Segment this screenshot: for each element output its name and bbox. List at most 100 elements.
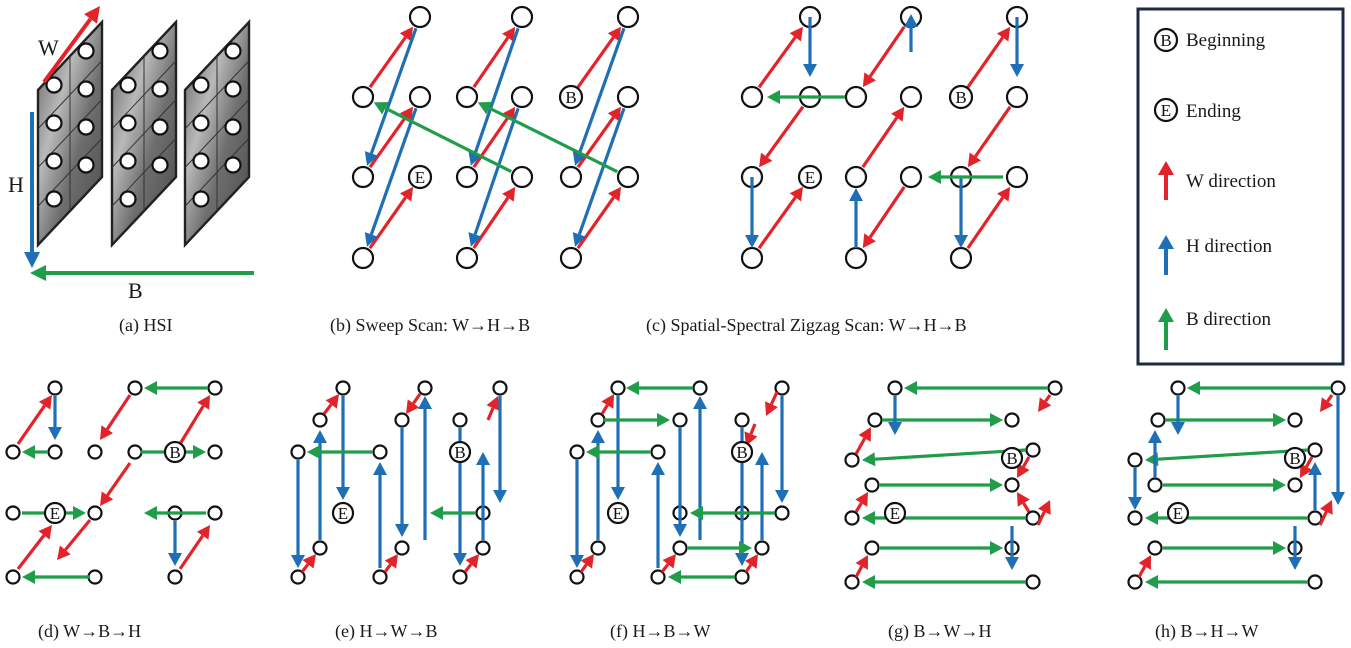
panel-e-node — [394, 540, 410, 556]
h-b-6 — [1163, 541, 1286, 555]
g-w-3 — [854, 427, 871, 455]
d-w-6-shaft — [178, 534, 204, 570]
hsi-pixel — [119, 76, 137, 94]
sweep-w-arrow-head — [607, 186, 622, 202]
f-h-6-head — [693, 396, 707, 409]
e-h-9 — [493, 396, 507, 503]
sweep-h-arrow-head — [468, 232, 482, 247]
panel-h-b-h-w: BE — [1127, 380, 1346, 590]
panel-e-node — [417, 380, 433, 396]
panel-d-begin-marker — [163, 440, 187, 464]
g-w-5-head — [1017, 463, 1030, 478]
panel-g-node — [864, 540, 880, 556]
panel-d-node — [87, 569, 103, 585]
zigzag-w-arrow — [862, 25, 906, 88]
panel-d-end-marker — [43, 501, 67, 525]
sweep-node — [559, 165, 583, 189]
w-axis-arrow — [42, 6, 100, 84]
f-b-6 — [668, 570, 735, 584]
legend-w-direction: W direction — [1186, 171, 1276, 192]
panel-f-node — [692, 380, 708, 396]
h-b-1-head — [1187, 381, 1200, 395]
zigzag-w-arrow-shaft — [757, 36, 797, 89]
panel-g-node — [844, 510, 860, 526]
hsi-pixel — [151, 42, 169, 60]
f-w-4-head — [744, 554, 758, 569]
e-b-2-head — [430, 506, 443, 520]
zigzag-node — [844, 85, 868, 109]
h-h-3-head — [1171, 422, 1185, 435]
panel-f-node — [650, 444, 666, 460]
hsi-pixel — [77, 118, 95, 136]
panel-g-begin-marker-letter: B — [1006, 449, 1017, 468]
panel-d-node — [47, 444, 63, 460]
sweep-h-arrow — [468, 107, 520, 247]
h-h-5-head — [1308, 462, 1322, 475]
f-h-4-head — [651, 462, 665, 475]
hsi-pixel — [45, 114, 63, 132]
g-b-6-head — [990, 541, 1003, 555]
panel-h-node — [1127, 510, 1143, 526]
panel-d-end-marker-letter: E — [50, 504, 60, 523]
zigzag-node — [1005, 85, 1029, 109]
h-axis-arrow — [24, 112, 40, 268]
f-w-2 — [600, 394, 614, 415]
e-w-5-shaft — [463, 563, 473, 573]
e-b-1-head — [307, 445, 320, 459]
e-h-7-head — [453, 553, 467, 566]
hsi-pixel — [192, 114, 210, 132]
g-w-5 — [1017, 456, 1031, 478]
h-w-3-head — [1320, 500, 1333, 515]
e-w-2 — [322, 394, 339, 415]
zigzag-node — [1005, 165, 1029, 189]
panel-f-node — [672, 412, 688, 428]
h-b-7-head — [1145, 575, 1158, 589]
sweep-node — [510, 5, 534, 29]
d-w-6-head — [196, 525, 210, 540]
zigzag-node — [740, 85, 764, 109]
b-axis-arrow — [30, 265, 254, 281]
panel-g-node — [867, 412, 883, 428]
sweep-b-arrow-shaft — [488, 106, 618, 174]
legend-end-marker — [1153, 97, 1179, 123]
h-w-3 — [1318, 500, 1333, 526]
e-h-3 — [336, 396, 350, 500]
zigzag-w-arrow — [757, 26, 803, 89]
hsi-pixel — [224, 118, 242, 136]
h-h-4 — [1288, 526, 1302, 570]
g-w-3-shaft — [854, 437, 867, 455]
f-h-3-head — [611, 487, 625, 500]
sweep-node — [351, 165, 375, 189]
legend-w-arrow-head — [1158, 161, 1174, 175]
hsi-pixel — [45, 152, 63, 170]
zigzag-h-arrow-head — [803, 64, 817, 77]
g-w-5-shaft — [1022, 456, 1031, 468]
g-b-4-head — [990, 478, 1003, 492]
h-w-2-shaft — [1305, 456, 1314, 468]
f-w-3-head — [662, 554, 676, 569]
g-b-2-head — [990, 413, 1003, 427]
sweep-w-arrow-head — [502, 186, 516, 202]
g-w-7-shaft — [1044, 394, 1052, 403]
e-w-1-head — [302, 554, 316, 569]
begin-marker-letter: B — [955, 88, 966, 107]
d-w-5 — [100, 462, 132, 506]
e-b-1 — [307, 445, 372, 459]
panel-h-node — [1307, 442, 1323, 458]
panel-d-node — [5, 444, 21, 460]
hsi-pixel — [119, 114, 137, 132]
legend-end-marker-letter: E — [1161, 101, 1171, 120]
f-h-6 — [693, 396, 707, 540]
zigzag-w-arrow-shaft — [868, 25, 906, 78]
g-w-1-shaft — [854, 565, 864, 578]
hsi-slice-3 — [183, 18, 251, 249]
sweep-b-arrow-shaft — [384, 106, 512, 174]
panel-h-node — [1330, 380, 1346, 396]
h-b-2-head — [1273, 413, 1286, 427]
sweep-w-arrow-shaft — [368, 36, 407, 89]
hsi-pixel — [45, 190, 63, 208]
legend-h-arrow-head — [1158, 235, 1174, 249]
legend-begin-marker — [1153, 27, 1179, 53]
panel-h-node — [1307, 510, 1323, 526]
h-w-4 — [1320, 394, 1334, 412]
